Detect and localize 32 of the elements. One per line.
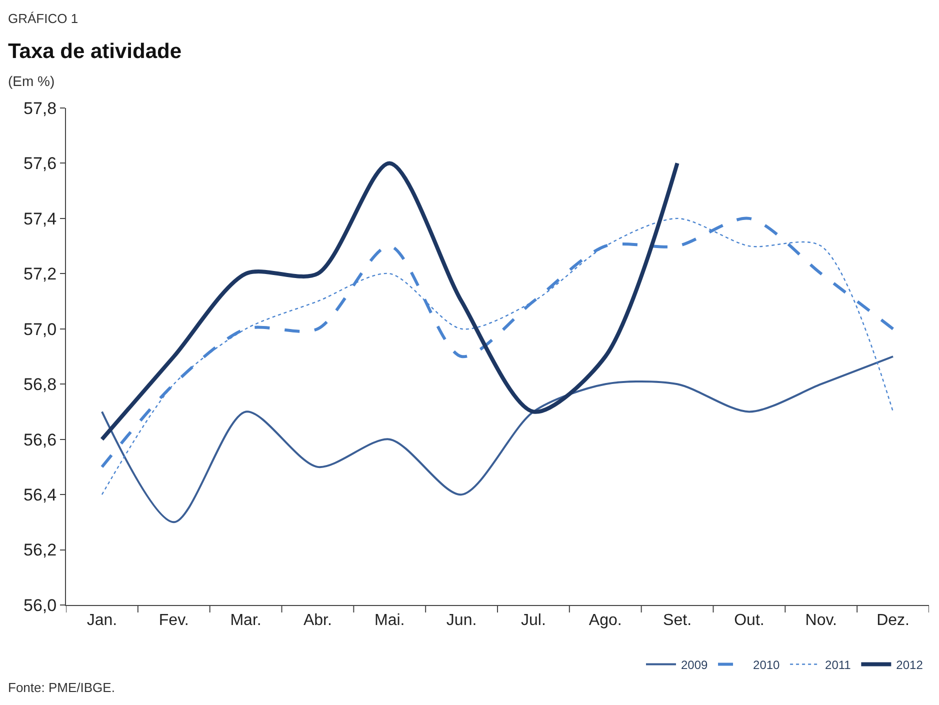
y-tick-label: 57,2 bbox=[24, 264, 57, 284]
y-tick-label: 57,6 bbox=[24, 154, 57, 174]
legend-label: 2012 bbox=[896, 658, 924, 672]
x-tick-label: Jul. bbox=[521, 612, 546, 630]
x-tick-label: Mar. bbox=[230, 612, 262, 630]
y-tick-label: 56,4 bbox=[24, 486, 57, 505]
x-tick-label: Abr. bbox=[303, 612, 332, 630]
x-tick-label: Jun. bbox=[446, 612, 477, 630]
line-series bbox=[100, 161, 680, 442]
x-tick-label: Nov. bbox=[805, 612, 837, 630]
line-series bbox=[100, 356, 894, 524]
chart-title: Taxa de atividade bbox=[8, 40, 182, 63]
y-tick-label: 57,0 bbox=[24, 320, 57, 339]
x-tick-label: Out. bbox=[734, 612, 764, 630]
y-tick-label: 57,4 bbox=[24, 209, 57, 228]
y-tick-label: 56,2 bbox=[24, 540, 57, 560]
y-tick-label: 57,8 bbox=[24, 98, 57, 118]
x-tick-label: Ago. bbox=[588, 612, 622, 630]
x-tick-label: Jan. bbox=[86, 612, 118, 630]
y-tick-label: 56,0 bbox=[24, 596, 57, 615]
source-note: Fonte: PME/IBGE. bbox=[8, 680, 115, 695]
x-tick-label: Set. bbox=[663, 612, 692, 630]
legend-label: 2011 bbox=[825, 658, 852, 672]
y-tick-label: 56,8 bbox=[24, 375, 57, 394]
x-tick-label: Dez. bbox=[876, 612, 910, 630]
chart-subtitle: (Em %) bbox=[8, 73, 55, 89]
legend-label: 2010 bbox=[753, 658, 780, 672]
legend-label: 2009 bbox=[681, 658, 708, 672]
x-tick-label: Fev. bbox=[158, 612, 189, 630]
text: GRÁFICO 1 bbox=[8, 11, 78, 26]
x-tick-label: Mai. bbox=[374, 612, 405, 630]
y-tick-label: 56,6 bbox=[24, 430, 57, 450]
